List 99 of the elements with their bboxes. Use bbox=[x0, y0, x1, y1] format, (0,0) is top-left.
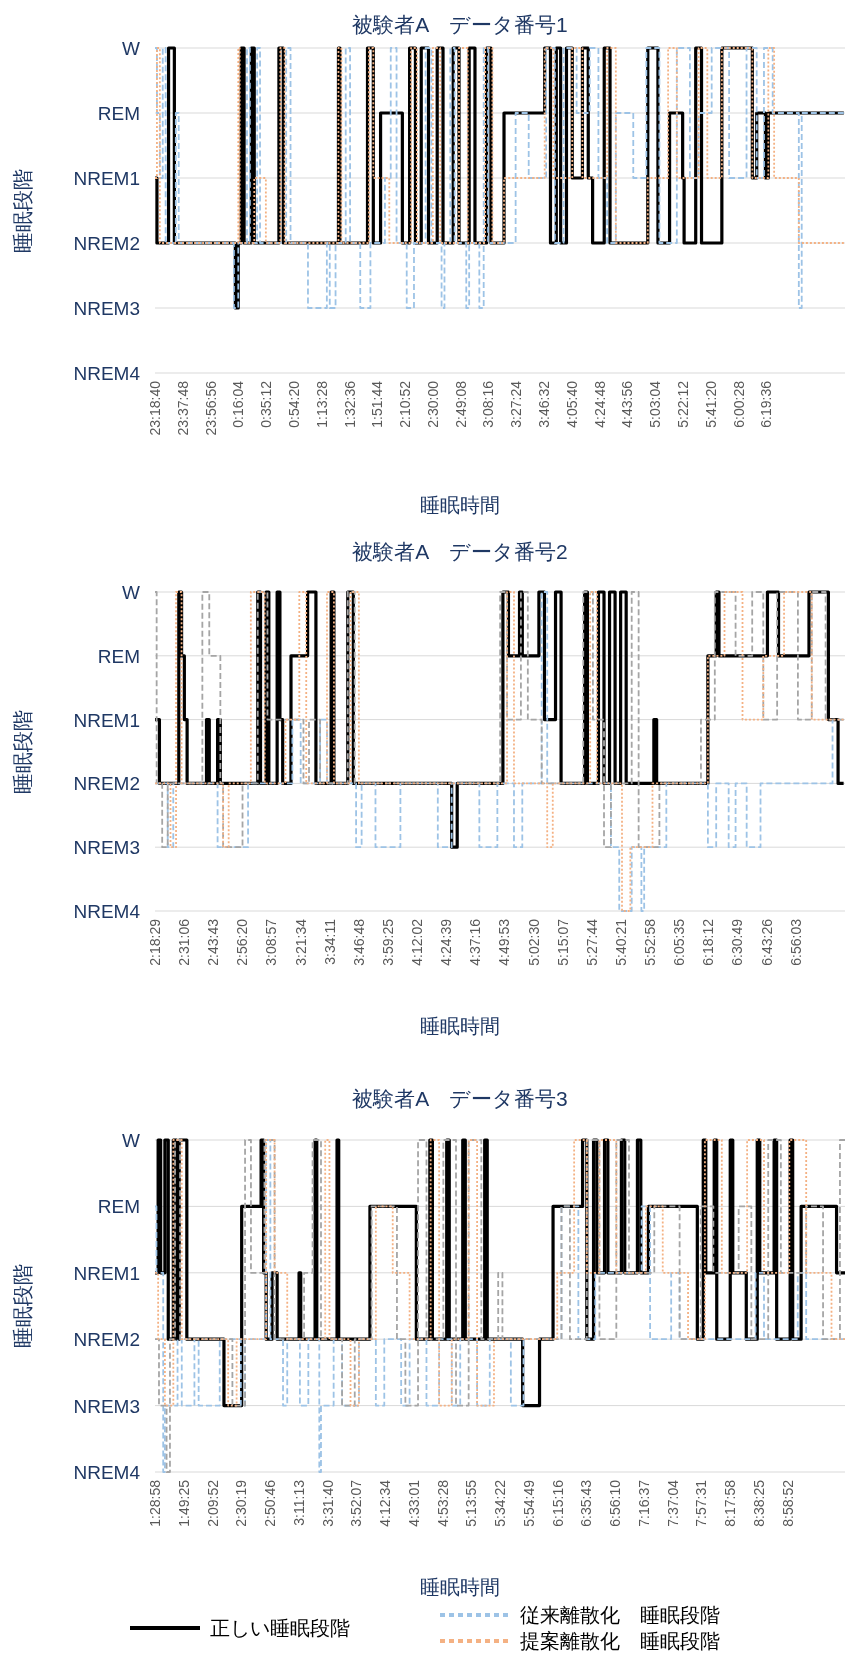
x-tick-label: 2:43:43 bbox=[205, 918, 222, 966]
x-tick-label: 6:56:03 bbox=[787, 918, 804, 966]
x-tick-label: 8:17:58 bbox=[722, 1479, 739, 1527]
x-tick-label: 5:52:58 bbox=[642, 918, 659, 966]
category-label: NREM3 bbox=[73, 837, 140, 859]
x-tick-label: 5:27:44 bbox=[583, 918, 600, 966]
y-axis-title: 睡眠段階 bbox=[11, 709, 34, 794]
x-tick-label: 3:21:34 bbox=[292, 918, 309, 966]
x-tick-label: 6:35:43 bbox=[578, 1479, 595, 1527]
x-tick-label: 6:18:12 bbox=[700, 918, 717, 966]
x-tick-label: 1:28:58 bbox=[147, 1479, 163, 1527]
x-tick-label: 7:16:37 bbox=[635, 1479, 652, 1527]
x-tick-label: 3:08:57 bbox=[263, 918, 280, 966]
x-tick-label: 5:54:49 bbox=[520, 1479, 537, 1527]
x-tick-label: 6:30:49 bbox=[729, 918, 746, 966]
legend-label: 従来離散化 睡眠段階 bbox=[520, 1604, 720, 1626]
x-tick-label: 2:50:46 bbox=[262, 1479, 279, 1527]
x-tick-label: 23:56:56 bbox=[202, 380, 219, 436]
x-tick-label: 3:34:11 bbox=[321, 918, 338, 965]
x-tick-label: 5:40:21 bbox=[612, 918, 629, 966]
category-label: REM bbox=[97, 1196, 140, 1218]
x-tick-label: 4:33:01 bbox=[405, 1479, 422, 1527]
x-tick-label: 1:13:28 bbox=[313, 380, 330, 428]
x-tick-label: 4:43:56 bbox=[619, 380, 636, 428]
x-tick-label: 6:00:28 bbox=[730, 380, 747, 428]
x-tick-label: 2:18:29 bbox=[147, 918, 163, 966]
x-tick-label: 4:49:53 bbox=[496, 918, 513, 966]
category-label: REM bbox=[97, 103, 140, 124]
x-tick-label: 2:10:52 bbox=[397, 380, 414, 428]
x-tick-label: 2:30:00 bbox=[424, 380, 441, 428]
category-label: NREM2 bbox=[73, 1329, 140, 1351]
category-label: NREM4 bbox=[73, 1462, 140, 1483]
x-tick-label: 3:27:24 bbox=[508, 380, 525, 428]
x-tick-label: 5:34:22 bbox=[492, 1479, 509, 1527]
x-tick-label: 3:59:25 bbox=[379, 918, 396, 966]
category-label: W bbox=[122, 582, 140, 603]
x-tick-label: 2:30:19 bbox=[233, 1479, 250, 1527]
x-tick-label: 23:18:40 bbox=[147, 380, 163, 436]
category-label: NREM4 bbox=[73, 363, 140, 384]
category-label: W bbox=[122, 38, 140, 59]
x-tick-label: 3:46:48 bbox=[350, 918, 367, 966]
x-tick-label: 6:43:26 bbox=[758, 918, 775, 966]
category-label: NREM2 bbox=[73, 773, 140, 795]
x-tick-label: 3:08:16 bbox=[480, 380, 497, 428]
x-tick-label: 1:32:36 bbox=[341, 380, 358, 428]
x-tick-label: 4:53:28 bbox=[434, 1479, 451, 1527]
x-tick-label: 4:37:16 bbox=[467, 918, 484, 966]
x-tick-label: 3:11:13 bbox=[290, 1479, 307, 1526]
x-tick-label: 0:35:12 bbox=[258, 380, 275, 428]
chart-title: 被験者A データ番号2 bbox=[352, 540, 568, 563]
x-tick-label: 0:16:04 bbox=[230, 380, 247, 428]
y-axis-title: 睡眠段階 bbox=[11, 168, 34, 253]
x-tick-label: 7:37:04 bbox=[664, 1479, 681, 1527]
x-tick-label: 6:56:10 bbox=[607, 1479, 624, 1527]
x-tick-label: 3:31:40 bbox=[319, 1479, 336, 1527]
legend-label: 正しい睡眠段階 bbox=[210, 1617, 350, 1639]
x-tick-label: 5:22:12 bbox=[674, 380, 691, 428]
chart-title: 被験者A データ番号3 bbox=[352, 1087, 568, 1110]
x-axis-title: 睡眠時間 bbox=[420, 1015, 500, 1037]
x-tick-label: 4:05:40 bbox=[563, 380, 580, 428]
x-tick-label: 6:19:36 bbox=[758, 380, 775, 428]
x-tick-label: 23:37:48 bbox=[174, 380, 191, 436]
x-tick-label: 4:24:48 bbox=[591, 380, 608, 428]
x-tick-label: 5:03:04 bbox=[647, 380, 664, 428]
category-label: NREM1 bbox=[73, 709, 140, 731]
chart-title: 被験者A データ番号1 bbox=[352, 13, 568, 36]
x-axis-title: 睡眠時間 bbox=[420, 1576, 500, 1598]
x-tick-label: 7:57:31 bbox=[693, 1479, 710, 1527]
x-tick-label: 4:24:39 bbox=[438, 918, 455, 966]
x-tick-label: 8:38:25 bbox=[750, 1479, 767, 1527]
x-tick-label: 1:51:44 bbox=[369, 380, 386, 428]
x-tick-label: 6:05:35 bbox=[671, 918, 688, 966]
category-label: REM bbox=[97, 645, 140, 667]
x-tick-label: 5:02:30 bbox=[525, 918, 542, 966]
x-tick-label: 1:49:25 bbox=[175, 1479, 192, 1527]
x-tick-label: 3:46:32 bbox=[536, 380, 552, 428]
x-tick-label: 2:31:06 bbox=[176, 918, 193, 966]
x-tick-label: 8:58:52 bbox=[779, 1479, 796, 1527]
x-tick-label: 2:09:52 bbox=[204, 1479, 221, 1527]
category-label: NREM3 bbox=[73, 298, 140, 319]
x-tick-label: 2:56:20 bbox=[234, 918, 251, 966]
x-tick-label: 4:12:34 bbox=[377, 1479, 394, 1527]
x-tick-label: 5:15:07 bbox=[554, 918, 571, 966]
x-tick-label: 3:52:07 bbox=[348, 1479, 365, 1527]
category-label: W bbox=[122, 1130, 140, 1151]
y-axis-title: 睡眠段階 bbox=[11, 1264, 34, 1348]
x-tick-label: 4:12:02 bbox=[409, 918, 426, 966]
category-label: NREM1 bbox=[73, 168, 140, 189]
category-label: NREM2 bbox=[73, 233, 140, 254]
category-label: NREM4 bbox=[73, 901, 140, 922]
x-tick-label: 5:13:55 bbox=[463, 1479, 480, 1527]
legend-label: 提案離散化 睡眠段階 bbox=[520, 1630, 720, 1652]
x-tick-label: 6:15:16 bbox=[549, 1479, 566, 1527]
category-label: NREM3 bbox=[73, 1395, 140, 1417]
x-tick-label: 2:49:08 bbox=[452, 380, 469, 428]
x-tick-label: 0:54:20 bbox=[285, 380, 302, 428]
x-axis-title: 睡眠時間 bbox=[420, 494, 500, 516]
category-label: NREM1 bbox=[73, 1262, 140, 1284]
x-tick-label: 5:41:20 bbox=[702, 380, 719, 428]
